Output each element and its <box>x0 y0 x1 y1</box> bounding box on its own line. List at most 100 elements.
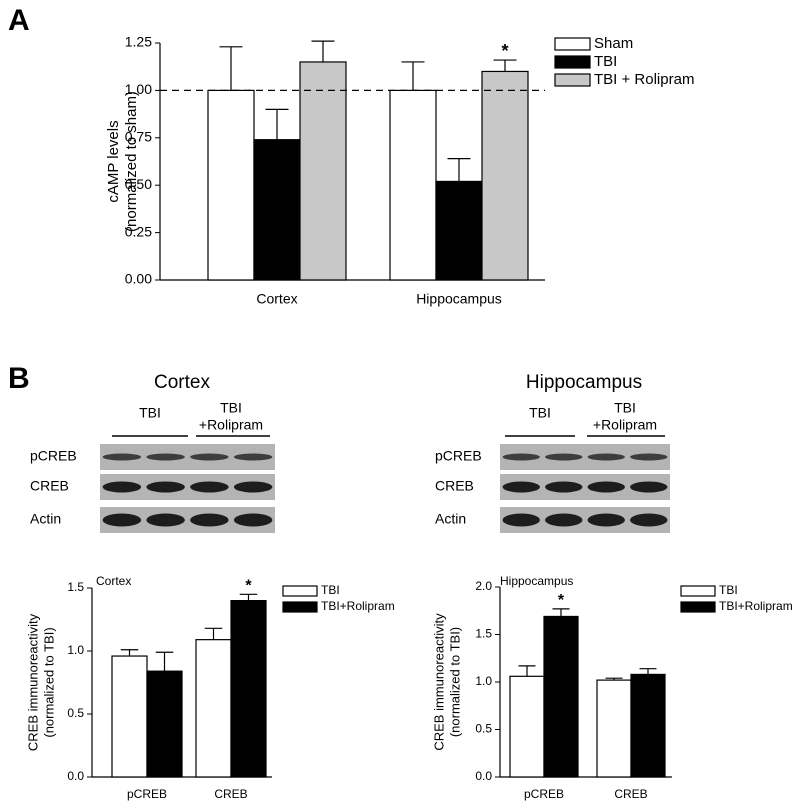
y-axis-label: (normalized to TBI) <box>447 627 462 737</box>
bar <box>630 673 666 778</box>
blot-title: Cortex <box>154 372 210 393</box>
y-tick-label: 0.75 <box>125 129 152 145</box>
y-axis-label: cAMP levels <box>105 120 122 202</box>
blot-band <box>233 513 273 527</box>
panel-label: B <box>8 362 30 395</box>
bar <box>207 89 255 281</box>
bar <box>596 679 632 778</box>
chart-title: Cortex <box>96 574 131 588</box>
blot-band <box>630 513 668 527</box>
blot-row-label: CREB <box>30 478 69 494</box>
y-axis-label: CREB immunoreactivity <box>25 613 40 751</box>
legend-swatch <box>680 585 716 597</box>
bar <box>481 70 529 281</box>
significance-marker: * <box>501 41 508 61</box>
legend-label: TBI+Rolipram <box>719 599 793 613</box>
blot-row-label: pCREB <box>30 448 77 464</box>
x-tick-label: CREB <box>214 787 247 801</box>
blot-band <box>545 513 583 527</box>
legend-label: TBI <box>594 53 617 70</box>
y-tick-label: 1.5 <box>67 580 84 594</box>
blot-band <box>146 513 185 527</box>
significance-marker: * <box>558 592 565 609</box>
legend-label: TBI+Rolipram <box>321 599 395 613</box>
bar <box>509 675 545 778</box>
blot-row-label: Actin <box>30 511 61 527</box>
bar <box>299 61 347 281</box>
bar <box>111 655 148 778</box>
y-axis-label: (normalized to TBI) <box>41 627 56 737</box>
y-tick-label: 0.25 <box>125 223 152 239</box>
y-tick-label: 1.25 <box>125 34 152 50</box>
y-tick-label: 0.0 <box>67 769 84 783</box>
legend-label: TBI + Rolipram <box>594 71 694 88</box>
panel-label: A <box>8 4 30 37</box>
y-tick-label: 0.5 <box>67 706 84 720</box>
blot-band <box>630 453 668 461</box>
chart-title: Hippocampus <box>500 574 573 588</box>
y-tick-label: 1.00 <box>125 81 152 97</box>
blot-band <box>146 481 185 493</box>
blot-band <box>502 513 540 527</box>
blot-group-label: +Rolipram <box>593 417 657 433</box>
y-tick-label: 1.0 <box>475 674 492 688</box>
x-tick-label: Cortex <box>256 291 297 307</box>
significance-marker: * <box>245 578 252 595</box>
bar <box>146 670 183 778</box>
blot-band <box>630 481 668 493</box>
blot-band <box>502 481 540 493</box>
legend-swatch <box>282 601 318 613</box>
legend-swatch <box>554 73 591 87</box>
blot-title: Hippocampus <box>526 372 642 393</box>
x-tick-label: Hippocampus <box>416 291 502 307</box>
bar <box>389 89 437 281</box>
blot-band <box>190 513 229 527</box>
y-tick-label: 0.5 <box>475 722 492 736</box>
y-tick-label: 2.0 <box>475 579 492 593</box>
bar <box>435 180 483 281</box>
blot-band <box>102 481 142 493</box>
blot-band <box>102 453 142 461</box>
y-tick-label: 0.0 <box>475 769 492 783</box>
blot-band <box>190 481 229 493</box>
x-tick-label: CREB <box>614 787 647 801</box>
x-tick-label: pCREB <box>127 787 167 801</box>
blot-band <box>233 453 273 461</box>
blot-band <box>545 453 583 461</box>
blot-group-label: TBI <box>220 400 242 416</box>
x-tick-label: pCREB <box>524 787 564 801</box>
blot-row-label: Actin <box>435 511 466 527</box>
legend-swatch <box>282 585 318 597</box>
blot-group-label: TBI <box>614 400 636 416</box>
bar <box>543 615 579 778</box>
blot-row-label: CREB <box>435 478 474 494</box>
legend-swatch <box>680 601 716 613</box>
blot-band <box>587 513 625 527</box>
bar <box>253 139 301 281</box>
blot-band <box>233 481 273 493</box>
blot-band <box>190 453 229 461</box>
blot-band <box>587 481 625 493</box>
legend-swatch <box>554 55 591 69</box>
blot-group-label: +Rolipram <box>199 417 263 433</box>
y-axis-label: CREB immunoreactivity <box>431 613 446 751</box>
legend-label: TBI <box>719 583 738 597</box>
blot-band <box>502 453 540 461</box>
y-tick-label: 1.0 <box>67 643 84 657</box>
blot-row-label: pCREB <box>435 448 482 464</box>
blot-band <box>146 453 185 461</box>
y-tick-label: 0.00 <box>125 271 152 287</box>
y-axis-label: (normalized to sham) <box>123 91 140 232</box>
blot-group-label: TBI <box>139 405 161 421</box>
bar <box>230 599 267 778</box>
legend-label: TBI <box>321 583 340 597</box>
blot-band <box>587 453 625 461</box>
legend-label: Sham <box>594 35 633 52</box>
y-tick-label: 0.50 <box>125 176 152 192</box>
bar <box>195 639 232 778</box>
legend-swatch <box>554 37 591 51</box>
y-tick-label: 1.5 <box>475 627 492 641</box>
blot-group-label: TBI <box>529 405 551 421</box>
blot-band <box>102 513 142 527</box>
